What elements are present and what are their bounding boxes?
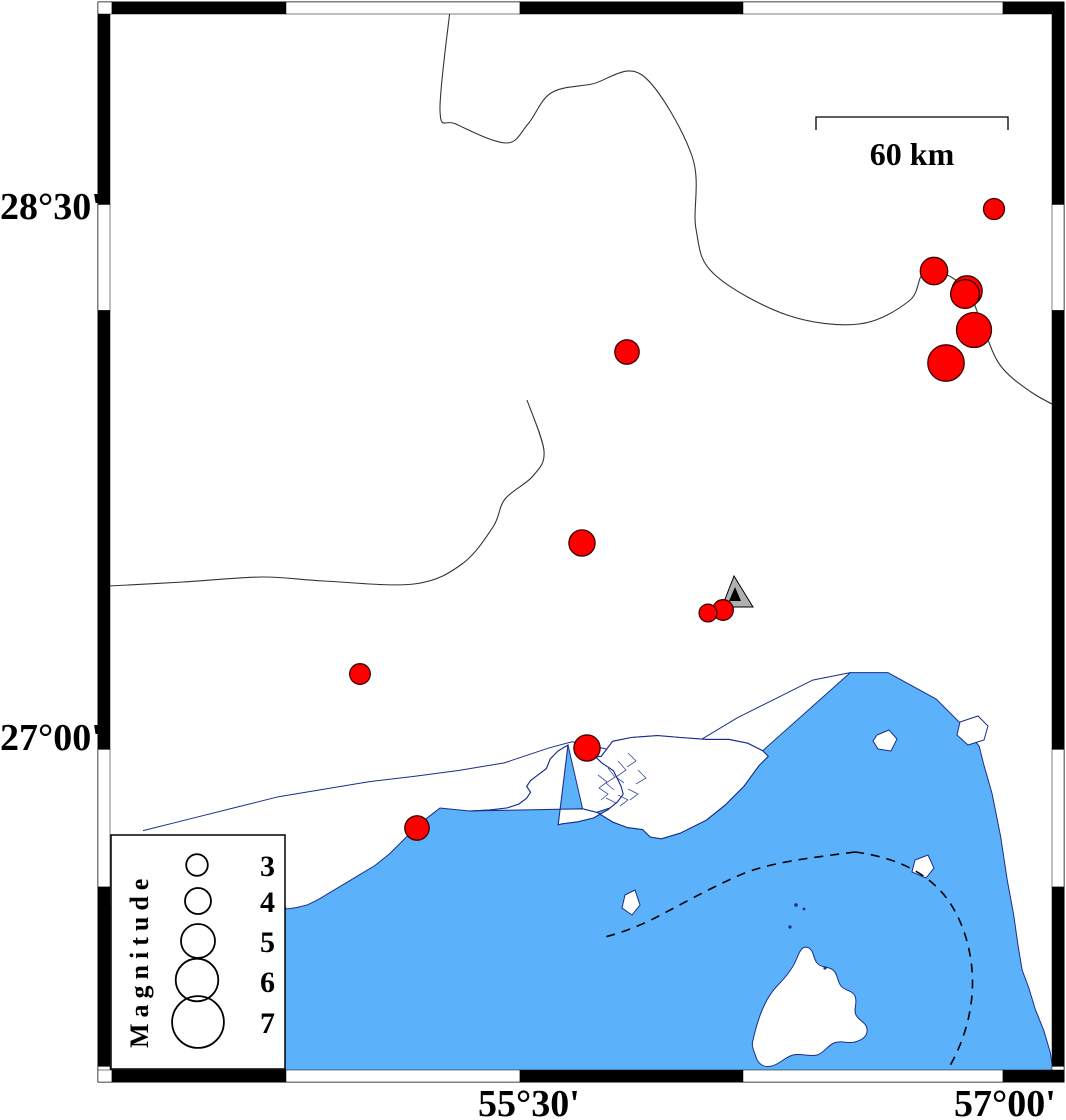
svg-text:3: 3	[260, 850, 275, 883]
svg-text:5: 5	[260, 926, 275, 959]
svg-text:7: 7	[260, 1007, 275, 1040]
svg-text:6: 6	[260, 966, 275, 999]
svg-text:60 km: 60 km	[870, 136, 955, 172]
svg-text:Magnitude: Magnitude	[125, 873, 154, 1048]
svg-text:4: 4	[260, 886, 275, 919]
